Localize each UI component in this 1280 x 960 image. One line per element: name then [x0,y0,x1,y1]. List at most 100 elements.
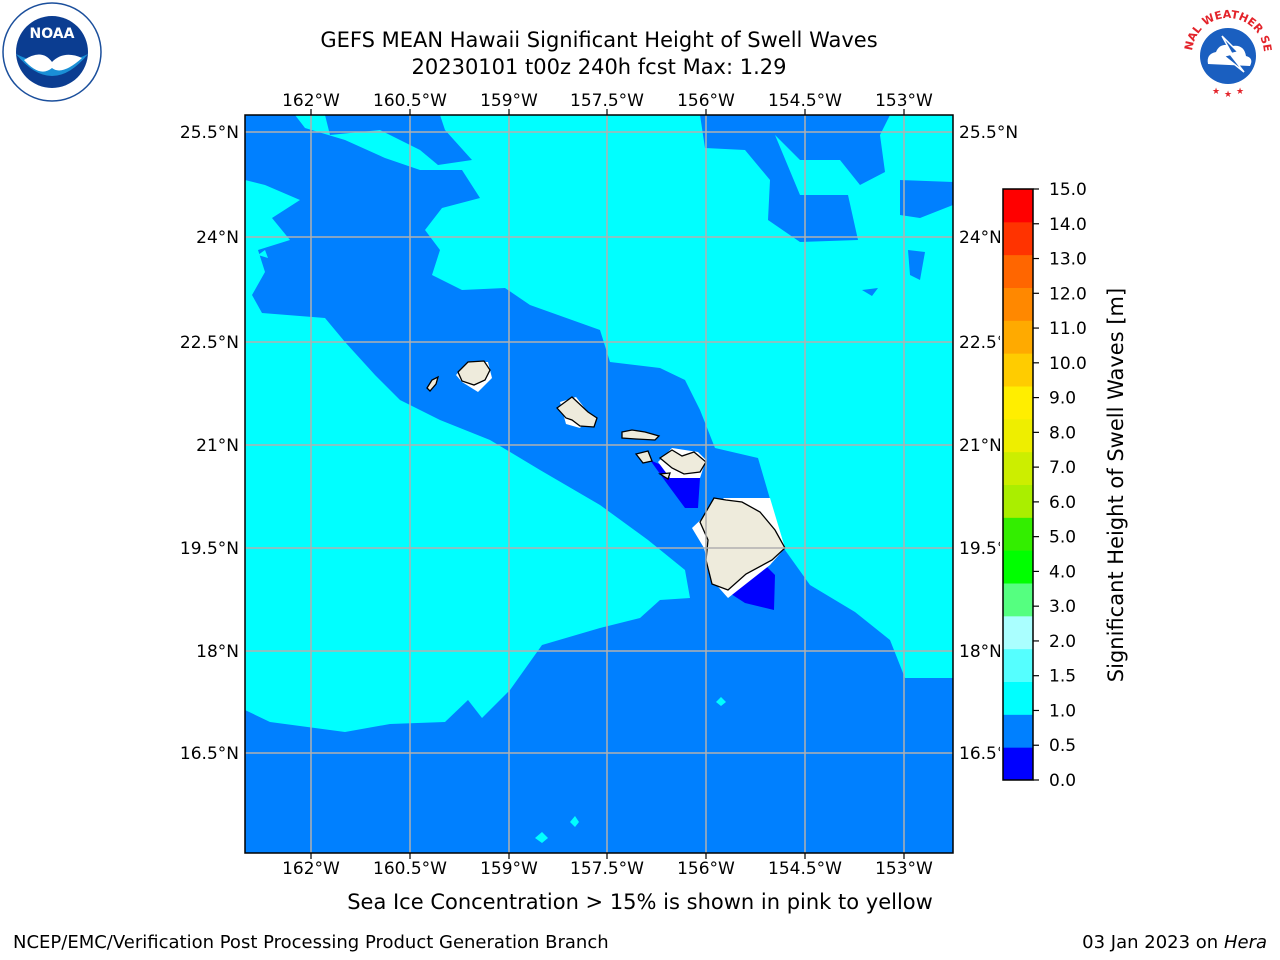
colorbar-segment [1003,714,1033,748]
svg-text:★: ★ [1224,90,1232,100]
colorbar-segment [1003,583,1033,617]
colorbar-segment [1003,189,1033,223]
colorbar-frame [1002,188,1034,781]
lon-label-top: 156°W [677,91,735,111]
colorbar-tick-label: 0.0 [1049,771,1076,791]
svg-text:★: ★ [1236,87,1244,97]
swell-spot [535,832,548,843]
colorbar-tick-label: 2.0 [1049,632,1076,652]
colorbar-segment [1003,386,1033,420]
colorbar-label: Significant Height of Swell Waves [m] [1104,288,1128,682]
swell-height-field [245,115,953,853]
colorbar-tick-label: 15.0 [1049,180,1087,200]
island-niihau [426,375,440,392]
lon-label-top: 160.5°W [373,91,447,111]
lon-label-top: 162°W [282,91,340,111]
lat-label-left: 24°N [196,228,239,248]
lon-label-bottom: 156°W [677,859,735,879]
colorbar-tick-label: 1.5 [1049,667,1076,687]
colorbar-tick-label: 3.0 [1049,597,1076,617]
lat-label-left: 18°N [196,642,239,662]
lat-label-left: 22.5°N [180,333,239,353]
lon-label-bottom: 162°W [282,859,340,879]
colorbar-segment [1003,221,1033,256]
colorbar-segment [1003,615,1033,650]
lon-label-bottom: 157.5°W [570,859,644,879]
nws-logo-icon: NATIONAL WEATHER SERVICE ★ ★ ★ [1178,2,1275,101]
chart-subtitle-forecast: 20230101 t00z 240h fcst Max: 1.29 [411,55,787,79]
lat-label-left: 25.5°N [180,123,239,143]
colorbar-segment [1003,287,1033,321]
colorbar-tick-label: 10.0 [1049,354,1087,374]
island-lanai [634,450,653,464]
footer-date-text: 03 Jan 2023 on [1082,932,1224,953]
swell-band-0.0-0.5 [728,565,775,610]
swell-band-0.5-1.0 [700,115,890,242]
lon-label-top: 157.5°W [570,91,644,111]
svg-text:★: ★ [1212,87,1220,97]
colorbar-segment [1003,418,1033,453]
colorbar-segment [1003,484,1033,518]
lat-label-right: 24°N [959,228,1002,248]
colorbar-segment [1003,550,1033,584]
footer-date: 03 Jan 2023 on Hera [1082,932,1267,953]
map-ticks [310,109,905,859]
colorbar-tick-label: 0.5 [1049,736,1076,756]
colorbar: 0.0 0.5 1.0 1.5 2.0 3.0 4.0 5.0 6.0 7.0 8.0 9.0 10.0… [1002,180,1087,791]
lat-label-right: 25.5°N [959,123,1018,143]
colorbar-segment [1003,451,1033,485]
footer-credit: NCEP/EMC/Verification Post Processing Pr… [13,932,609,953]
colorbar-tick-label: 7.0 [1049,458,1076,478]
swell-spot [258,250,268,258]
lat-label-right: 21°N [959,436,1002,456]
footer-host: Hera [1223,932,1267,953]
colorbar-tick-label: 9.0 [1049,389,1076,409]
island-molokai [621,429,661,441]
lat-label-right: 18°N [959,642,1002,662]
island-kauai [457,360,491,386]
lon-label-top: 153°W [875,91,933,111]
lon-label-top: 159°W [480,91,538,111]
swell-band-0.5-1.0 [245,115,953,853]
swell-band-0.5-1.0 [908,250,925,280]
colorbar-tick-label: 14.0 [1049,215,1087,235]
colorbar-segment [1003,681,1033,715]
graticule [245,115,953,853]
noaa-logo-icon: NOAA [2,2,102,102]
map-frame [244,114,954,854]
swell-band-0.0-0.5 [650,460,700,508]
swell-band-0.5-1.0 [900,180,953,218]
colorbar-tick-label: 11.0 [1049,319,1087,339]
colorbar-tick-label: 13.0 [1049,250,1087,270]
colorbar-segment [1003,648,1033,682]
lon-label-bottom: 154.5°W [768,859,842,879]
lon-label-top: 154.5°W [768,91,842,111]
colorbar-tick-label: 1.0 [1049,701,1076,721]
lat-label-left: 16.5°N [180,744,239,764]
colorbar-segment [1003,747,1033,781]
colorbar-tick-label: 12.0 [1049,284,1087,304]
swell-band-0.5-1.0 [325,115,472,165]
chart-title: GEFS MEAN Hawaii Significant Height of S… [320,28,878,52]
colorbar-segment [1003,254,1033,288]
colorbar-tick-label: 6.0 [1049,493,1076,513]
lat-label-left: 21°N [196,436,239,456]
colorbar-segment [1003,320,1033,354]
colorbar-segment [1003,517,1033,551]
lon-label-bottom: 160.5°W [373,859,447,879]
colorbar-tick-label: 8.0 [1049,423,1076,443]
lon-label-bottom: 159°W [480,859,538,879]
swell-band-0.5-1.0 [862,288,878,296]
swell-spot [570,816,579,827]
swell-spot [716,697,726,706]
island-hawaii [699,497,786,591]
swell-band-0.5-1.0 [345,245,405,295]
island-oahu [556,396,598,428]
lat-label-left: 19.5°N [180,539,239,559]
colorbar-tick-label: 4.0 [1049,562,1076,582]
sea-ice-note: Sea Ice Concentration > 15% is shown in … [347,890,933,914]
colorbar-segment [1003,353,1033,387]
noaa-logo-text: NOAA [30,26,75,42]
island-kahoolawe [658,472,671,480]
